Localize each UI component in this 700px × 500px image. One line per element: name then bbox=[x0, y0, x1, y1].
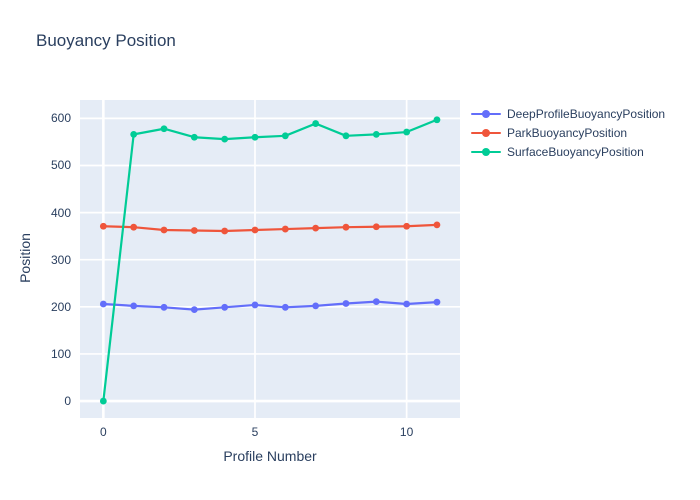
data-point bbox=[433, 116, 441, 124]
data-point bbox=[190, 227, 198, 234]
data-point bbox=[130, 302, 138, 310]
legend-item-surface[interactable]: SurfaceBuoyancyPosition bbox=[471, 142, 665, 161]
x-axis-title: Profile Number bbox=[223, 448, 317, 464]
series-line bbox=[103, 223, 438, 233]
legend-label: SurfaceBuoyancyPosition bbox=[507, 144, 644, 159]
legend-label: DeepProfileBuoyancyPosition bbox=[507, 106, 666, 121]
series-line bbox=[102, 118, 438, 402]
data-point bbox=[403, 300, 411, 308]
data-point bbox=[251, 301, 259, 309]
legend: DeepProfileBuoyancyPosition ParkBuoyancy… bbox=[471, 104, 665, 161]
data-point bbox=[312, 224, 320, 232]
data-point bbox=[342, 223, 350, 231]
x-tick-label: 10 bbox=[399, 425, 414, 439]
data-point bbox=[281, 225, 289, 233]
y-tick-label: 500 bbox=[50, 158, 71, 173]
data-point bbox=[130, 223, 138, 231]
data-point bbox=[312, 120, 320, 127]
y-tick-label: 600 bbox=[50, 111, 71, 126]
data-point bbox=[190, 133, 198, 141]
data-point bbox=[433, 221, 441, 229]
data-point bbox=[190, 306, 198, 314]
data-point bbox=[160, 226, 168, 234]
legend-item-deep-profile[interactable]: DeepProfileBuoyancyPosition bbox=[471, 104, 665, 123]
data-point bbox=[221, 227, 229, 235]
data-point bbox=[99, 397, 107, 405]
data-point bbox=[342, 132, 350, 140]
legend-label: ParkBuoyancyPosition bbox=[507, 125, 628, 140]
x-tick-label: 5 bbox=[251, 425, 259, 439]
data-point bbox=[312, 302, 320, 310]
series-line bbox=[103, 300, 438, 311]
data-point bbox=[160, 125, 168, 133]
data-point bbox=[433, 298, 441, 306]
y-tick-label: 400 bbox=[50, 205, 71, 220]
y-tick-label: 200 bbox=[50, 299, 71, 314]
data-point bbox=[130, 130, 138, 138]
legend-marker-dot-icon bbox=[482, 128, 490, 137]
data-point bbox=[251, 226, 259, 234]
data-point bbox=[372, 298, 380, 306]
data-point bbox=[342, 300, 350, 307]
data-point bbox=[99, 300, 107, 308]
legend-marker-dot-icon bbox=[482, 109, 490, 118]
data-point bbox=[221, 303, 229, 311]
data-point bbox=[372, 130, 380, 138]
legend-sample-line-marker-icon bbox=[471, 109, 501, 119]
y-tick-label: 100 bbox=[50, 346, 71, 361]
legend-sample-line-marker-icon bbox=[471, 128, 501, 138]
chart-title: Buoyancy Position bbox=[36, 31, 176, 50]
y-tick-label: 0 bbox=[64, 394, 71, 409]
data-point bbox=[251, 133, 259, 141]
data-point bbox=[281, 303, 289, 311]
data-point bbox=[372, 223, 380, 231]
legend-item-park[interactable]: ParkBuoyancyPosition bbox=[471, 123, 665, 142]
y-axis-title: Position bbox=[17, 233, 33, 283]
data-point bbox=[281, 132, 289, 140]
x-tick-label: 0 bbox=[100, 425, 107, 439]
legend-marker-dot-icon bbox=[482, 147, 490, 156]
legend-sample-line-marker-icon bbox=[471, 147, 501, 157]
data-point bbox=[160, 303, 168, 311]
y-tick-label: 300 bbox=[50, 252, 71, 267]
data-point bbox=[403, 222, 411, 230]
data-point bbox=[99, 222, 107, 230]
data-point bbox=[403, 128, 411, 136]
data-point bbox=[221, 135, 229, 143]
